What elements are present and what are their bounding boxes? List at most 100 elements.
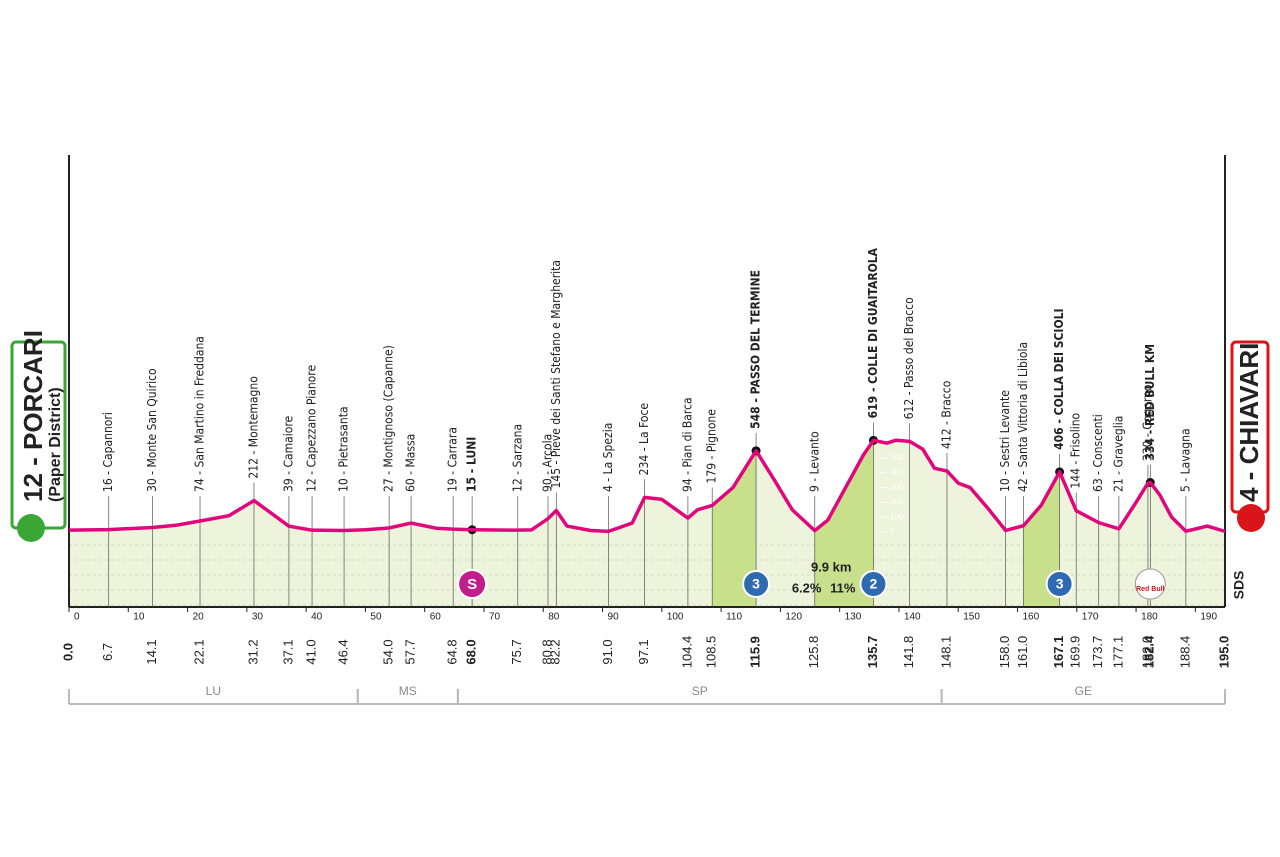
climb-category: 2 — [870, 576, 878, 592]
waypoint-label: 12 - Sarzana — [510, 424, 524, 492]
x-tick-label: 110 — [726, 612, 742, 623]
climb-area — [712, 450, 757, 607]
km-label: 135.7 — [865, 636, 880, 669]
climb-badge — [1045, 570, 1074, 598]
x-tick-label: 60 — [430, 612, 442, 623]
km-label: 161.0 — [1015, 636, 1030, 669]
waypoint-label: 212 - Montemagno — [246, 376, 260, 479]
km-label: 80.8 — [539, 639, 554, 664]
y-tick-label: 500 — [890, 453, 904, 462]
climb-badge — [859, 570, 888, 598]
waypoint-label: 330 - Cogorno — [1140, 384, 1154, 461]
km-label: 141.8 — [901, 636, 916, 669]
km-label: 108.5 — [704, 636, 719, 669]
start-icon — [17, 514, 45, 542]
waypoint-label: 612 - Passo del Bracco — [902, 297, 916, 419]
waypoint-label: 406 - COLLA DEI SCIOLI — [1052, 308, 1066, 449]
waypoint-label: 19 - Carrara — [446, 427, 460, 492]
sprint-badge — [457, 569, 488, 599]
climb-category: 3 — [1056, 576, 1064, 592]
x-tick-label: 80 — [548, 612, 560, 623]
finish-name: 4 - CHIAVARI — [1234, 343, 1264, 502]
x-tick-label: 70 — [489, 612, 501, 623]
start-name: 12 - PORCARI — [18, 330, 48, 502]
km-label: 115.9 — [748, 636, 763, 668]
start-subtitle: (Paper District) — [47, 387, 64, 502]
waypoint-label: 10 - Pietrasanta — [337, 406, 351, 492]
waypoint-label: 10 - Sestri Levante — [998, 390, 1012, 492]
red-bull-badge — [1134, 568, 1166, 600]
finish-icon — [1237, 504, 1265, 532]
waypoint-label: 234 - La Foce — [637, 403, 651, 476]
y-tick-label: 300 — [890, 483, 904, 492]
waypoint-label: 63 - Conscenti — [1091, 414, 1105, 492]
x-tick-label: 150 — [963, 612, 980, 623]
x-tick-label: 10 — [133, 612, 145, 623]
km-label: 167.1 — [1051, 636, 1066, 669]
x-tick-label: 50 — [370, 612, 382, 623]
km-label: 57.7 — [402, 639, 417, 664]
waypoint-label: 412 - Bracco — [939, 380, 953, 449]
province-name: GE — [1075, 684, 1092, 698]
x-tick-label: 170 — [1082, 612, 1099, 623]
profile-line — [68, 438, 1226, 534]
km-label: 46.4 — [336, 639, 351, 664]
waypoint-label: 5 - Lavagna — [1178, 428, 1192, 492]
red-bull-label: Red Bull — [1136, 586, 1164, 593]
km-label: 82.2 — [548, 639, 563, 664]
km-label: 68.0 — [464, 639, 479, 664]
waypoint-label: 27 - Montignoso (Capanne) — [382, 345, 396, 492]
sprint-label: S — [467, 576, 477, 593]
km-label: 188.4 — [1177, 636, 1192, 669]
x-tick-label: 20 — [193, 612, 205, 623]
climb-gradient: 6.2% — [792, 580, 822, 595]
waypoint-label: 12 - Capezzano Pianore — [305, 365, 319, 492]
km-label: 41.0 — [303, 639, 318, 664]
x-tick-label: 100 — [667, 612, 684, 623]
province-name: LU — [206, 684, 221, 698]
waypoint-label: 30 - Monte San Quirico — [145, 368, 159, 492]
x-tick-label: 30 — [252, 612, 264, 623]
waypoint-label: 144 - Frisolino — [1069, 412, 1083, 488]
waypoint-label: 548 - PASSO DEL TERMINE — [749, 270, 763, 429]
x-tick-label: 130 — [845, 612, 862, 623]
km-label: 22.1 — [191, 639, 206, 664]
waypoint-label: 4 - La Spezia — [601, 423, 615, 492]
y-tick-label: 400 — [890, 468, 904, 477]
x-tick-label: 120 — [785, 612, 802, 623]
climb-category: 3 — [752, 576, 760, 592]
waypoint-label: 74 - San Martino in Freddana — [193, 336, 207, 492]
waypoint-label: 619 - COLLE DI GUAITAROLA — [866, 247, 880, 418]
y-tick-label: 0 — [890, 527, 895, 536]
km-label: 177.1 — [1110, 636, 1125, 669]
km-label: 91.0 — [600, 639, 615, 664]
climb-length: 9.9 km — [811, 559, 851, 574]
province-name: MS — [399, 684, 417, 698]
x-tick-label: 0 — [74, 612, 80, 623]
y-tick-label: 100 — [890, 512, 904, 521]
waypoint-label: 9 - Levanto — [807, 431, 821, 492]
km-label: 54.0 — [381, 639, 396, 664]
x-tick-label: 90 — [608, 612, 620, 623]
km-label: 37.1 — [280, 639, 295, 664]
km-label: 97.1 — [636, 639, 651, 664]
climb-badge — [742, 570, 771, 598]
km-label: 195.0 — [1216, 636, 1231, 669]
province-name: SP — [692, 684, 708, 698]
km-label: 182.4 — [1142, 635, 1157, 668]
waypoint-label: 179 - Pignone — [705, 409, 719, 484]
km-label: 182.0 — [1139, 636, 1154, 669]
x-tick-label: 180 — [1141, 612, 1158, 623]
km-label: 104.4 — [679, 636, 694, 669]
km-label: 6.7 — [100, 643, 115, 661]
waypoint-label: 16 - Capannori — [101, 412, 115, 492]
waypoint-label: 39 - Camaiore — [281, 415, 295, 492]
km-label: 31.2 — [245, 639, 260, 664]
waypoint-label: 60 - Massa — [404, 434, 418, 492]
waypoint-label: 90 - Arcola — [540, 434, 554, 492]
profile-area — [69, 440, 1225, 607]
waypoint-label: 15 - LUNI — [465, 437, 479, 492]
km-label: 173.7 — [1090, 636, 1105, 669]
climb-area — [1023, 471, 1060, 607]
